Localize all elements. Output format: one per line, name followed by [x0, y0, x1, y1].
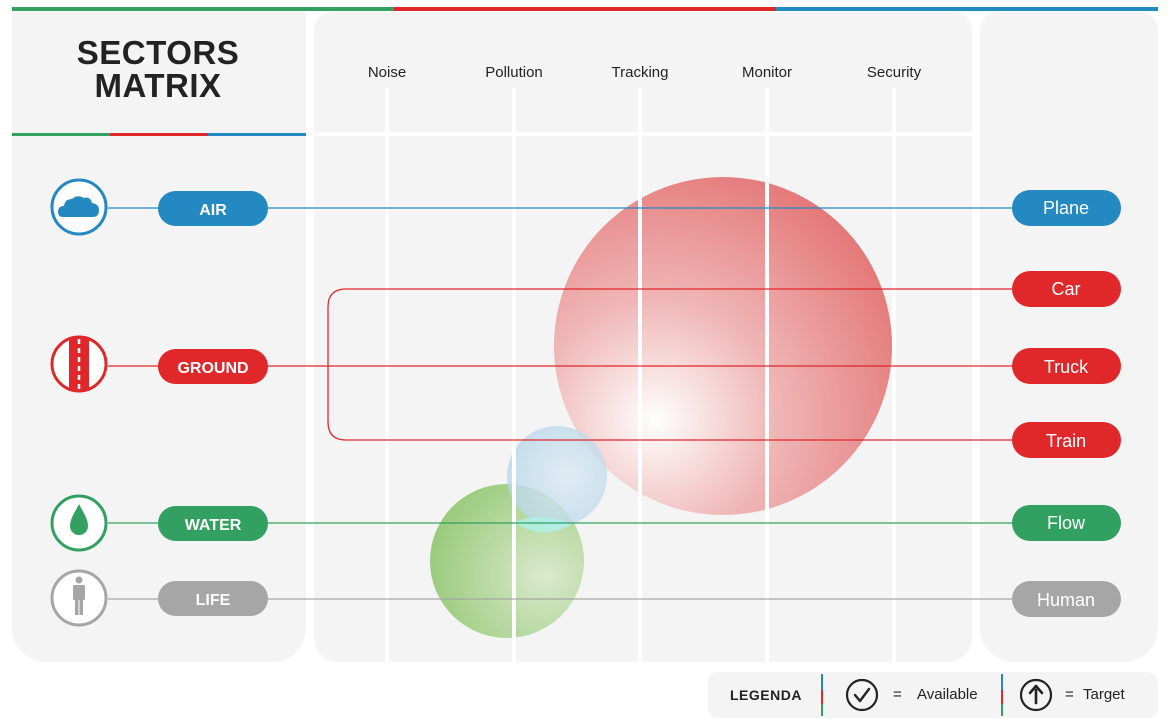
sector-pill-air[interactable]: AIR [158, 191, 268, 226]
sector-pill-life[interactable]: LIFE [158, 581, 268, 616]
column-label-noise: Noise [367, 64, 407, 81]
sector-label-water: WATER [185, 517, 242, 534]
target-label-car: Car [1051, 279, 1080, 299]
target-pill-human[interactable]: Human [1012, 581, 1121, 617]
person-icon [50, 569, 108, 627]
target-pill-plane[interactable]: Plane [1012, 190, 1121, 226]
column-label-pollution: Pollution [485, 64, 543, 81]
sectors-panel [12, 12, 306, 662]
cloud-icon [50, 178, 108, 236]
target-pill-flow[interactable]: Flow [1012, 505, 1121, 541]
sector-label-air: AIR [199, 202, 227, 219]
sector-pill-water[interactable]: WATER [158, 506, 268, 541]
legend-available-equals: = [893, 686, 902, 703]
sector-pill-ground[interactable]: GROUND [158, 349, 268, 384]
legend-available-label: Available [917, 686, 978, 703]
legend-target-equals: = [1065, 686, 1074, 703]
sector-label-ground: GROUND [177, 360, 248, 377]
legend-box [708, 672, 1158, 718]
targets-panel [980, 12, 1158, 662]
water-drop-icon [50, 494, 108, 552]
road-icon [50, 335, 108, 393]
connector-ground-car-train [327, 288, 1015, 441]
legend-title: LEGENDA [730, 687, 802, 703]
column-grid [314, 88, 972, 662]
column-label-security: Security [866, 64, 922, 81]
page-title: SECTORS MATRIX [0, 36, 316, 102]
target-label-train: Train [1046, 431, 1086, 451]
bubble-water [507, 426, 607, 526]
title-underline [12, 133, 306, 136]
title-line-2: MATRIX [94, 67, 222, 104]
column-label-monitor: Monitor [741, 64, 793, 81]
top-color-bar [12, 7, 1158, 11]
sector-label-life: LIFE [196, 592, 231, 609]
target-label-flow: Flow [1047, 513, 1086, 533]
target-label-truck: Truck [1044, 357, 1089, 377]
legend-target-label: Target [1083, 686, 1125, 703]
bubble-overlap [514, 517, 572, 533]
target-label-human: Human [1037, 590, 1095, 610]
title-line-1: SECTORS [76, 34, 240, 71]
target-pill-train[interactable]: Train [1012, 422, 1121, 458]
check-circle-icon [845, 678, 879, 712]
arrow-up-circle-icon [1019, 678, 1053, 712]
column-label-tracking: Tracking [611, 64, 669, 81]
target-label-plane: Plane [1043, 198, 1089, 218]
target-pill-car[interactable]: Car [1012, 271, 1121, 307]
target-pill-truck[interactable]: Truck [1012, 348, 1121, 384]
